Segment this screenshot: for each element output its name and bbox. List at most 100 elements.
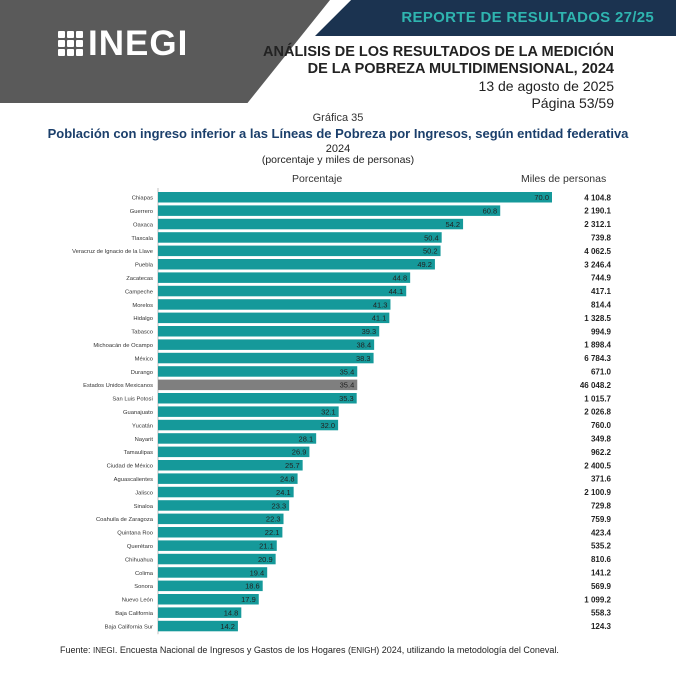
category-label: Tlaxcala <box>131 236 153 242</box>
thousands-label: 569.9 <box>591 582 612 591</box>
category-label: Ciudad de México <box>107 464 153 470</box>
category-label: Oaxaca <box>133 222 154 228</box>
bar <box>158 446 310 458</box>
thousands-label: 423.4 <box>591 528 612 537</box>
thousands-label: 371.6 <box>591 475 612 484</box>
thousands-label: 760.0 <box>591 421 612 430</box>
bar <box>158 205 501 216</box>
value-label: 41.1 <box>372 314 387 323</box>
value-label: 21.1 <box>259 541 274 550</box>
value-label: 25.7 <box>285 461 300 470</box>
bar <box>158 232 442 243</box>
value-label: 24.1 <box>276 488 291 497</box>
category-label: Jalisco <box>135 490 153 496</box>
value-label: 32.1 <box>321 407 336 416</box>
thousands-label: 744.9 <box>591 274 612 283</box>
bar <box>158 513 284 525</box>
bar <box>158 379 358 391</box>
value-label: 35.4 <box>340 381 355 390</box>
thousands-label: 994.9 <box>591 327 612 336</box>
bar <box>158 419 339 431</box>
thousands-label: 2 400.5 <box>584 461 611 470</box>
bar <box>158 393 357 404</box>
category-label: Sonora <box>134 584 153 590</box>
value-label: 41.3 <box>373 300 388 309</box>
category-label: Michoacán de Ocampo <box>93 343 153 349</box>
thousands-label: 2 100.9 <box>584 488 611 497</box>
category-label: Nayarit <box>135 437 154 443</box>
inegi-logo: INEGI <box>58 26 188 61</box>
bar <box>158 594 259 605</box>
value-label: 14.8 <box>224 608 239 617</box>
category-label: Nuevo León <box>122 598 153 604</box>
thousands-label: 814.4 <box>591 300 612 309</box>
bar <box>158 473 298 484</box>
bar <box>158 486 294 498</box>
bar <box>158 245 441 257</box>
bar <box>158 527 283 538</box>
value-label: 49.2 <box>417 260 432 269</box>
thousands-label: 739.8 <box>591 233 612 242</box>
thousands-label: 1 328.5 <box>584 314 611 323</box>
value-label: 32.0 <box>321 421 336 430</box>
category-label: Estados Unidos Mexicanos <box>83 383 153 389</box>
thousands-label: 729.8 <box>591 501 612 510</box>
bar <box>158 339 375 350</box>
bar <box>158 218 464 230</box>
bar <box>158 580 263 592</box>
bar <box>158 366 358 377</box>
thousands-label: 962.2 <box>591 448 612 457</box>
value-label: 44.1 <box>389 287 404 296</box>
value-label: 19.4 <box>250 568 265 577</box>
category-label: Zacatecas <box>126 276 153 282</box>
thousands-label: 810.6 <box>591 555 612 564</box>
thousands-label: 4 104.8 <box>584 193 611 202</box>
bar <box>158 460 303 471</box>
bar <box>158 312 390 324</box>
bar <box>158 433 317 444</box>
chart-subtitle: (porcentaje y miles de personas) <box>261 154 415 166</box>
category-label: Durango <box>131 370 153 376</box>
column-header-percent: Porcentaje <box>292 173 343 185</box>
category-label: Sinaloa <box>134 504 154 510</box>
thousands-label: 124.3 <box>591 622 612 631</box>
bar <box>158 272 411 283</box>
chart-title: Población con ingreso inferior a las Lín… <box>47 126 629 141</box>
thousands-label: 759.9 <box>591 515 612 524</box>
bar <box>158 607 242 618</box>
doc-title-line2: DE LA POBREZA MULTIDIMENSIONAL, 2024 <box>307 61 614 77</box>
bar <box>158 285 407 297</box>
bar <box>158 567 268 578</box>
thousands-label: 1 015.7 <box>584 394 611 403</box>
value-label: 18.6 <box>245 582 260 591</box>
report-title: REPORTE DE RESULTADOS 27/25 <box>401 9 654 26</box>
category-label: Tabasco <box>131 330 153 336</box>
category-label: Chiapas <box>132 196 153 202</box>
value-label: 38.4 <box>357 340 372 349</box>
value-label: 60.8 <box>483 206 498 215</box>
category-label: Guerrero <box>130 209 153 215</box>
category-label: Baja California Sur <box>105 624 153 630</box>
thousands-label: 417.1 <box>591 287 612 296</box>
category-label: Veracruz de Ignacio de la Llave <box>72 249 153 255</box>
value-label: 28.1 <box>299 434 314 443</box>
thousands-label: 2 026.8 <box>584 408 611 417</box>
bar <box>158 620 238 632</box>
value-label: 50.2 <box>423 247 438 256</box>
bar <box>158 192 552 203</box>
category-label: México <box>135 356 153 362</box>
column-header-thousands: Miles de personas <box>521 173 607 185</box>
chart-number: Gráfica 35 <box>312 112 364 124</box>
logo-dots-icon <box>58 31 83 56</box>
value-label: 35.3 <box>339 394 354 403</box>
value-label: 20.9 <box>258 555 273 564</box>
category-label: Guanajuato <box>123 410 153 416</box>
bar <box>158 299 391 310</box>
thousands-label: 3 246.4 <box>584 260 611 269</box>
thousands-label: 535.2 <box>591 542 612 551</box>
value-label: 22.3 <box>266 515 281 524</box>
value-label: 17.9 <box>241 595 256 604</box>
value-label: 35.4 <box>340 367 355 376</box>
category-label: Quintana Roo <box>117 531 153 537</box>
value-label: 50.4 <box>424 233 439 242</box>
